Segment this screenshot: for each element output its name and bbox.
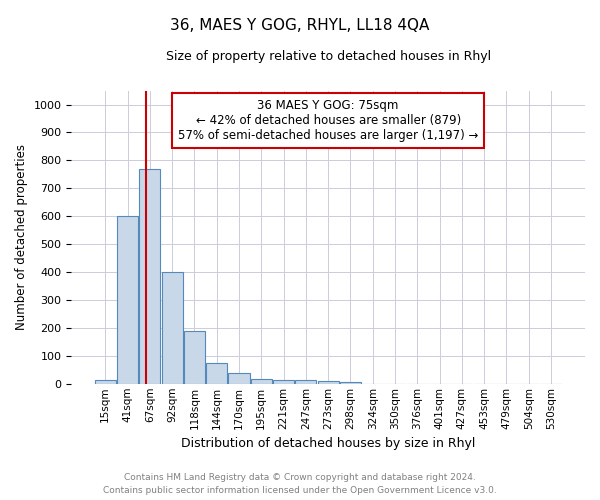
X-axis label: Distribution of detached houses by size in Rhyl: Distribution of detached houses by size … — [181, 437, 475, 450]
Bar — [317, 381, 339, 384]
Y-axis label: Number of detached properties: Number of detached properties — [15, 144, 28, 330]
Text: 36 MAES Y GOG: 75sqm
← 42% of detached houses are smaller (879)
57% of semi-deta: 36 MAES Y GOG: 75sqm ← 42% of detached h… — [178, 100, 478, 142]
Bar — [295, 380, 316, 384]
Bar — [340, 382, 361, 384]
Bar — [139, 168, 160, 384]
Bar — [117, 216, 138, 384]
Bar — [184, 330, 205, 384]
Bar — [251, 378, 272, 384]
Bar — [161, 272, 182, 384]
Bar — [206, 363, 227, 384]
Bar — [229, 373, 250, 384]
Text: 36, MAES Y GOG, RHYL, LL18 4QA: 36, MAES Y GOG, RHYL, LL18 4QA — [170, 18, 430, 32]
Bar — [273, 380, 294, 384]
Bar — [95, 380, 116, 384]
Title: Size of property relative to detached houses in Rhyl: Size of property relative to detached ho… — [166, 50, 491, 63]
Text: Contains HM Land Registry data © Crown copyright and database right 2024.
Contai: Contains HM Land Registry data © Crown c… — [103, 474, 497, 495]
